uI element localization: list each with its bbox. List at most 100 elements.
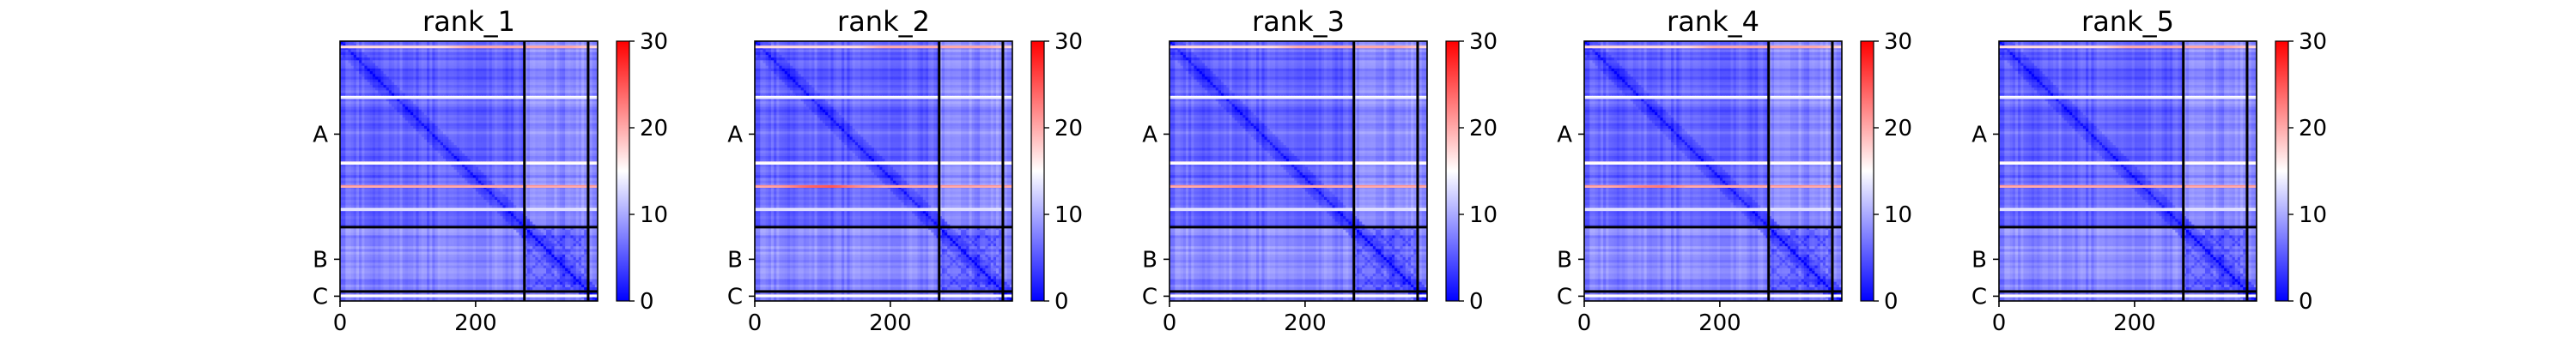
- heatmap-cell: [506, 117, 509, 121]
- heatmap-cell: [492, 115, 495, 118]
- heatmap-cell: [473, 137, 477, 141]
- heatmap-cell: [562, 57, 566, 61]
- heatmap-cell: [459, 140, 463, 143]
- heatmap-cell: [408, 93, 411, 97]
- heatmap-cell: [361, 104, 365, 107]
- heatmap-cell: [399, 112, 403, 116]
- heatmap-cell: [438, 74, 441, 77]
- heatmap-cell: [440, 131, 444, 135]
- heatmap-cell: [465, 137, 468, 141]
- heatmap-cell: [432, 134, 435, 137]
- heatmap-cell: [354, 69, 357, 72]
- heatmap-cell: [483, 82, 487, 86]
- heatmap-cell: [373, 71, 376, 75]
- heatmap-cell: [546, 76, 550, 80]
- heatmap-cell: [422, 159, 425, 162]
- heatmap-cell: [487, 82, 490, 86]
- heatmap-cell: [560, 66, 563, 69]
- heatmap-cell: [457, 76, 460, 80]
- heatmap-cell: [532, 159, 536, 162]
- heatmap-cell: [457, 90, 460, 93]
- heatmap-cell: [530, 147, 533, 151]
- heatmap-cell: [519, 104, 522, 107]
- heatmap-cell: [516, 69, 519, 72]
- heatmap-cell: [527, 101, 531, 105]
- heatmap-cell: [408, 82, 411, 86]
- heatmap-cell: [508, 50, 512, 53]
- heatmap-cell: [574, 147, 577, 151]
- heatmap-cell: [408, 145, 411, 148]
- heatmap-cell: [546, 90, 550, 93]
- heatmap-cell: [478, 115, 482, 118]
- heatmap-cell: [394, 126, 398, 129]
- heatmap-cell: [483, 50, 487, 53]
- heatmap-cell: [511, 50, 514, 53]
- heatmap-cell: [392, 107, 395, 111]
- heatmap-cell: [380, 93, 384, 97]
- heatmap-cell: [359, 107, 362, 111]
- heatmap-cell: [562, 90, 566, 93]
- heatmap-cell: [562, 99, 566, 102]
- heatmap-cell: [427, 69, 430, 72]
- heatmap-cell: [592, 145, 596, 148]
- heatmap-cell: [389, 147, 392, 151]
- heatmap-cell: [427, 112, 430, 116]
- heatmap-cell: [361, 66, 365, 69]
- heatmap-cell: [361, 52, 365, 56]
- heatmap-cell: [356, 142, 360, 146]
- heatmap-cell: [581, 50, 585, 53]
- heatmap-cell: [541, 82, 544, 86]
- heatmap-cell: [378, 112, 381, 116]
- heatmap-cell: [378, 63, 381, 67]
- heatmap-cell: [416, 110, 419, 113]
- heatmap-cell: [422, 129, 425, 132]
- heatmap-cell: [378, 90, 381, 93]
- heatmap-cell: [511, 120, 514, 123]
- heatmap-cell: [473, 115, 477, 118]
- heatmap-cell: [551, 107, 555, 111]
- heatmap-cell: [359, 112, 362, 116]
- heatmap-cell: [492, 107, 495, 111]
- heatmap-cell: [516, 93, 519, 97]
- heatmap-cell: [410, 76, 414, 80]
- heatmap-cell: [508, 52, 512, 56]
- heatmap-cell: [446, 60, 449, 63]
- heatmap-cell: [471, 126, 474, 129]
- heatmap-cell: [497, 140, 501, 143]
- heatmap-cell: [516, 112, 519, 116]
- heatmap-cell: [535, 93, 538, 97]
- heatmap-cell: [538, 101, 542, 105]
- heatmap-cell: [443, 147, 447, 151]
- heatmap-cell: [432, 93, 435, 97]
- heatmap-cell: [375, 112, 379, 116]
- heatmap-cell: [370, 123, 374, 127]
- heatmap-cell: [560, 156, 563, 159]
- heatmap-cell: [424, 63, 428, 67]
- heatmap-cell: [448, 80, 452, 83]
- heatmap-cell: [568, 60, 571, 63]
- heatmap-cell: [590, 55, 593, 58]
- heatmap-cell: [506, 115, 509, 118]
- heatmap-cell: [435, 131, 439, 135]
- heatmap-cell: [394, 55, 398, 58]
- heatmap-cell: [384, 60, 387, 63]
- heatmap-cell: [384, 50, 387, 53]
- heatmap-cell: [535, 76, 538, 80]
- heatmap-cell: [570, 55, 574, 58]
- heatmap-cell: [513, 120, 517, 123]
- heatmap-cell: [457, 82, 460, 86]
- heatmap-cell: [435, 156, 439, 159]
- heatmap-cell: [386, 50, 390, 53]
- heatmap-cell: [438, 156, 441, 159]
- heatmap-cell: [359, 80, 362, 83]
- heatmap-cell: [454, 93, 458, 97]
- heatmap-cell: [478, 107, 482, 111]
- heatmap-cell: [516, 80, 519, 83]
- heatmap-cell: [375, 147, 379, 151]
- heatmap-cell: [544, 115, 547, 118]
- heatmap-cell: [364, 50, 368, 53]
- heatmap-cell: [389, 151, 392, 154]
- heatmap-cell: [497, 50, 501, 53]
- heatmap-cell: [513, 82, 517, 86]
- heatmap-cell: [446, 87, 449, 91]
